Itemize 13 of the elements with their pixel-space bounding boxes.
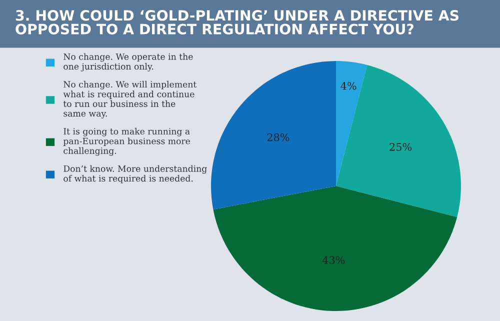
legend-label: Don’t know. More understanding of what is required is needed. — [64, 165, 207, 184]
data-label: 4% — [340, 82, 356, 90]
chart-title: 3. HOW COULD ‘GOLD-PLATING’ UNDER A DIRECTIVE AS OPPOSED TO A DIRECT REGULATION AFFECT YOU? — [16, 10, 458, 34]
pie-slice — [211, 61, 336, 210]
pie-slice — [336, 64, 461, 218]
legend-label: No change. We will implement what is required and continue to run our business in the same way. — [63, 80, 197, 118]
pie-slice — [336, 61, 368, 186]
legend-label: No change. We operate in the one jurisdiction only. — [64, 53, 193, 72]
data-label: 43% — [322, 256, 345, 264]
data-label: 28% — [267, 133, 290, 142]
data-label: 25% — [390, 142, 412, 151]
legend-label: It is going to make running a pan-European business more challenging. — [63, 128, 190, 156]
pie-slice — [213, 186, 458, 311]
